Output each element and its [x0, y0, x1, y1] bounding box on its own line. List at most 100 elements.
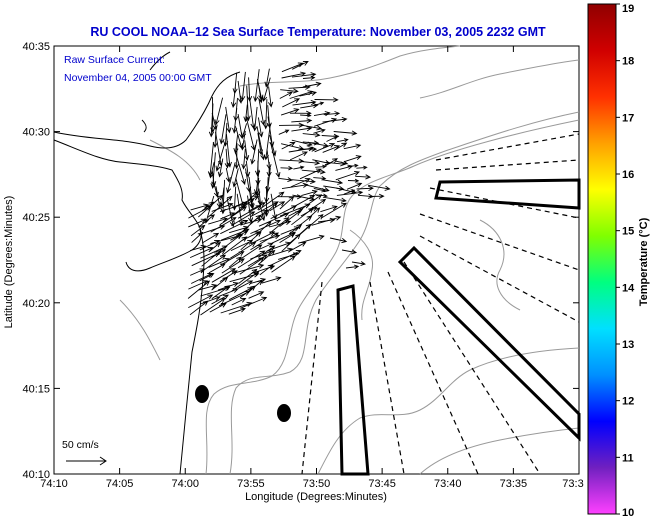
- radar-beam-line: [435, 133, 580, 161]
- current-vector: [281, 142, 296, 150]
- current-vector: [341, 249, 358, 255]
- radar-beam-line: [403, 261, 541, 475]
- current-vector: [270, 205, 298, 220]
- current-vector: [219, 114, 227, 145]
- current-vector: [317, 217, 336, 223]
- current-vector: [226, 198, 235, 228]
- x-tick-label: 73:40: [434, 478, 462, 490]
- current-vector: [290, 177, 311, 188]
- current-vector: [299, 124, 323, 131]
- current-vector: [289, 110, 312, 116]
- colorbar: [587, 3, 617, 515]
- current-vector: [355, 174, 372, 180]
- current-vector: [191, 231, 204, 243]
- current-vector: [313, 101, 325, 106]
- current-vector: [282, 98, 301, 108]
- current-vector: [197, 194, 224, 218]
- x-tick-label: 73:50: [303, 478, 331, 490]
- current-vector: [343, 143, 362, 150]
- current-vector: [299, 90, 318, 97]
- current-vector: [299, 215, 313, 226]
- current-vector: [281, 71, 307, 79]
- current-vector: [320, 205, 338, 213]
- coastline-path: [179, 229, 205, 475]
- current-vector: [278, 129, 290, 135]
- y-tick-label: 40:35: [22, 41, 50, 53]
- current-vector: [321, 202, 347, 219]
- current-vector: [241, 148, 247, 170]
- current-vector: [326, 135, 339, 142]
- current-vector: [298, 234, 325, 244]
- current-vector: [245, 85, 251, 122]
- bathymetry-contours: [119, 45, 580, 475]
- x-tick-label: 74:05: [106, 478, 134, 490]
- current-vector: [257, 117, 264, 138]
- current-vector: [291, 126, 313, 132]
- current-vector: [230, 87, 237, 109]
- current-vector: [270, 142, 281, 179]
- current-vector: [240, 217, 263, 226]
- current-vector: [300, 113, 312, 118]
- current-vector: [215, 142, 226, 172]
- contour-line: [419, 59, 580, 99]
- current-vector: [293, 165, 305, 170]
- wedge-outlines: [336, 178, 581, 476]
- current-vector: [323, 158, 338, 168]
- current-vector: [208, 217, 228, 225]
- current-vector: [231, 297, 247, 306]
- current-vector: [199, 273, 215, 282]
- current-vector: [245, 117, 256, 151]
- current-vector: [279, 232, 296, 243]
- current-vector: [270, 250, 302, 266]
- current-vector: [343, 189, 356, 195]
- current-vector: [200, 297, 226, 316]
- current-vector: [345, 264, 360, 270]
- current-vector: [279, 210, 301, 227]
- current-vector: [225, 167, 231, 183]
- chart-title: RU COOL NOAA–12 Sea Surface Temperature:…: [90, 25, 546, 39]
- current-vector: [241, 244, 263, 259]
- current-vector: [313, 117, 338, 127]
- current-vector: [207, 195, 233, 218]
- colorbar-tick-label: 15: [622, 226, 634, 238]
- colorbar-tick-label: 18: [622, 56, 634, 68]
- current-vector: [329, 237, 348, 244]
- current-vector: [369, 193, 385, 199]
- current-vector: [346, 182, 363, 190]
- scale-label: 50 cm/s: [62, 439, 99, 451]
- contour-line: [205, 119, 580, 475]
- current-vector: [258, 245, 276, 258]
- current-vector: [258, 212, 290, 227]
- current-vector: [200, 254, 227, 273]
- current-vector: [280, 108, 300, 116]
- current-vector: [337, 138, 349, 143]
- current-vector: [248, 202, 266, 212]
- current-vector: [281, 62, 304, 73]
- current-vector: [198, 224, 226, 236]
- current-vector: [220, 251, 245, 266]
- current-vector: [281, 182, 309, 190]
- current-vector: [237, 280, 254, 289]
- marker-dot: [277, 404, 291, 422]
- x-axis-ticks: 74:10 74:05 74:00 73:55 73:50 73:45 73:40 73:35…: [40, 46, 584, 490]
- current-vector: [291, 207, 314, 226]
- current-vector: [258, 249, 276, 265]
- current-vector: [211, 202, 234, 212]
- current-vector: [224, 148, 230, 169]
- current-vector: [299, 146, 318, 152]
- current-vector: [198, 283, 218, 291]
- marker-dot: [195, 385, 209, 403]
- current-vector: [258, 220, 272, 234]
- current-vector: [189, 300, 209, 316]
- current-vector: [301, 189, 318, 197]
- current-vector: [324, 196, 347, 203]
- current-vector: [289, 151, 308, 161]
- current-vector: [280, 88, 299, 94]
- current-vector: [228, 307, 246, 315]
- current-vector: [279, 195, 295, 210]
- radar-beam-line: [435, 159, 580, 171]
- radar-beam-line: [419, 213, 580, 271]
- current-vector: [208, 263, 226, 274]
- current-vector: [217, 158, 224, 178]
